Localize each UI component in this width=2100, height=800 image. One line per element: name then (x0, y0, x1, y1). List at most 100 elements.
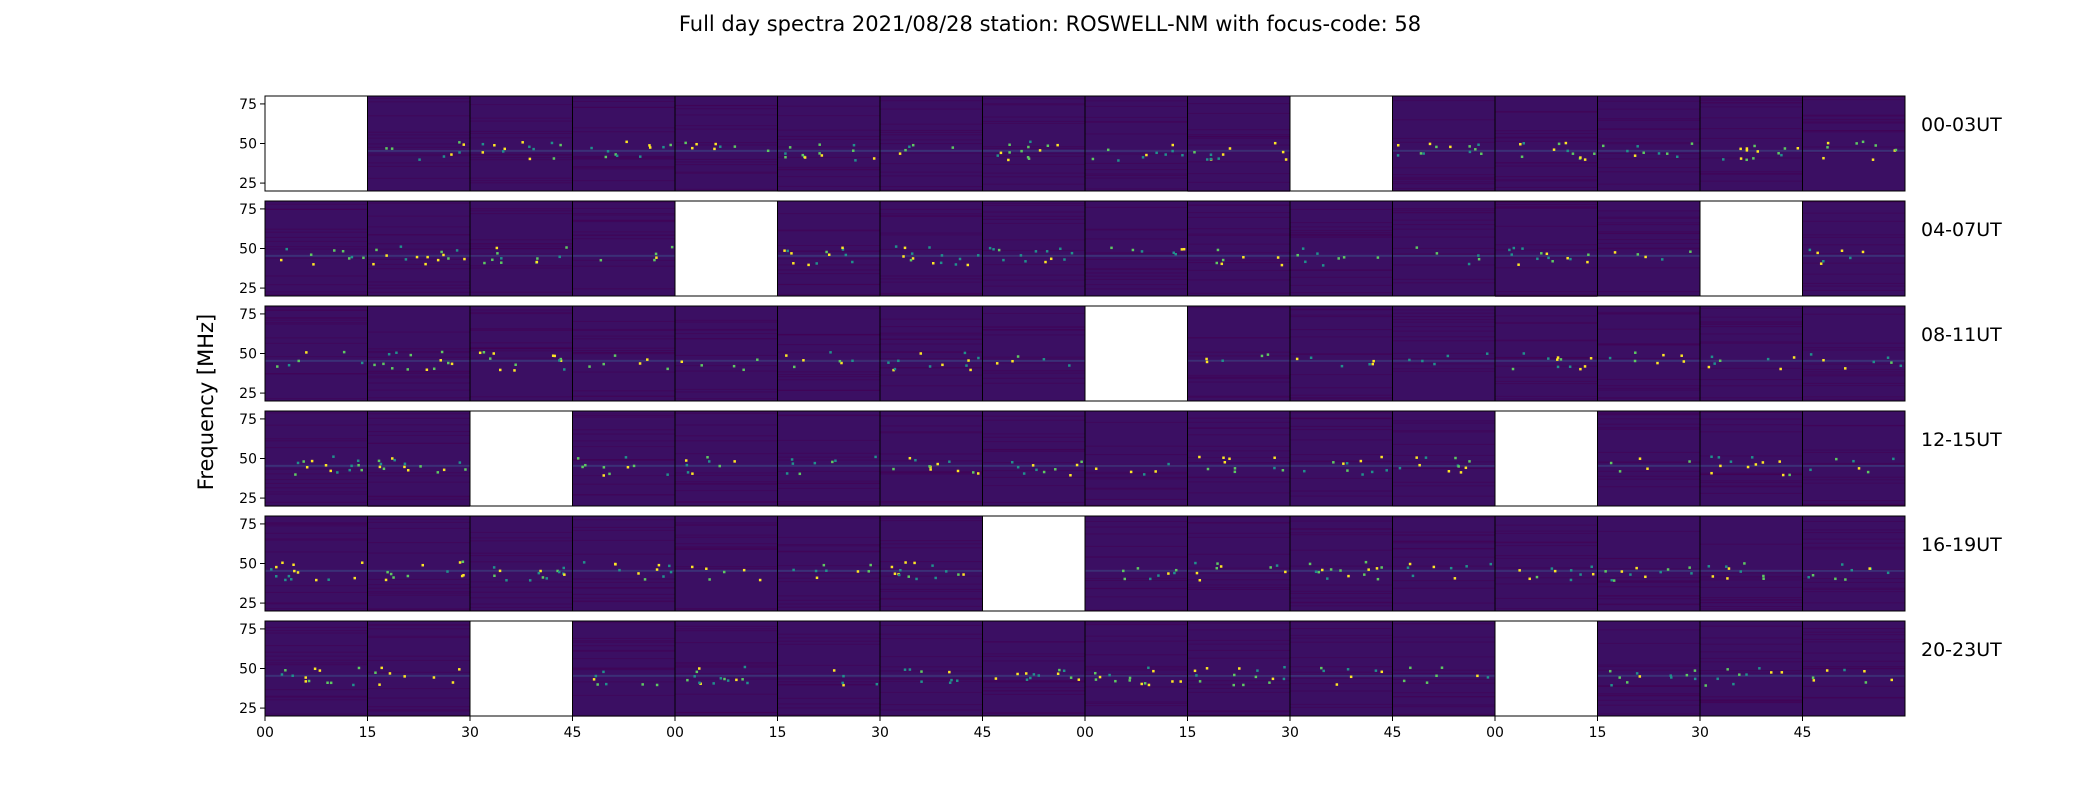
noise-band (470, 597, 573, 599)
noise-band (1597, 418, 1700, 420)
signal-speck (1269, 566, 1272, 569)
noise-band (1700, 492, 1803, 494)
noise-band (1700, 485, 1803, 487)
signal-speck (1625, 681, 1629, 684)
signal-speck (1063, 258, 1066, 261)
signal-speck (1618, 470, 1622, 473)
signal-speck (1778, 460, 1781, 463)
signal-speck (907, 575, 911, 578)
signal-speck (562, 566, 565, 570)
noise-band (880, 139, 983, 141)
row-time-label: 00-03UT (1921, 114, 2002, 136)
signal-speck (594, 674, 598, 678)
signal-band (1085, 569, 1188, 572)
signal-speck (1209, 153, 1213, 157)
noise-band (470, 540, 573, 542)
noise-band (1392, 422, 1495, 424)
signal-speck (1520, 155, 1524, 159)
noise-band (1187, 396, 1290, 398)
signal-speck (1221, 258, 1225, 262)
spectra-rows: 25507500-03UT25507504-07UT25507508-11UT2… (239, 95, 2002, 717)
noise-band (367, 413, 470, 415)
signal-speck (1636, 145, 1639, 148)
noise-band (1187, 252, 1290, 254)
noise-band (1085, 624, 1188, 626)
noise-band (1085, 116, 1188, 118)
noise-band (1700, 397, 1803, 399)
noise-band (265, 323, 368, 325)
noise-band (1495, 577, 1598, 579)
noise-band (1290, 284, 1393, 286)
y-tick-label: 50 (239, 242, 257, 258)
signal-speck (1535, 575, 1539, 579)
noise-band (1085, 100, 1188, 102)
y-tick-label: 25 (239, 701, 257, 717)
noise-band (1700, 472, 1803, 474)
signal-speck (1569, 257, 1572, 261)
signal-speck (1309, 356, 1313, 360)
noise-band (1187, 522, 1290, 524)
noise-band (1290, 226, 1393, 228)
signal-speck (899, 568, 902, 572)
signal-speck (1174, 252, 1177, 256)
noise-band (982, 222, 1085, 224)
noise-band (1187, 378, 1290, 380)
noise-band (1085, 545, 1188, 547)
signal-speck (841, 248, 845, 251)
noise-band (1392, 485, 1495, 487)
signal-speck (698, 667, 701, 670)
noise-band (367, 498, 470, 500)
noise-band (1392, 370, 1495, 372)
signal-speck (940, 254, 944, 257)
noise-band (367, 284, 470, 286)
signal-speck (1238, 667, 1241, 670)
noise-band (1392, 358, 1495, 360)
signal-speck (613, 354, 617, 357)
noise-band (1187, 259, 1290, 261)
noise-band (1802, 201, 1905, 203)
noise-band (1597, 216, 1700, 218)
noise-band (367, 481, 470, 483)
signal-speck (1844, 578, 1847, 581)
noise-band (1802, 307, 1905, 309)
signal-speck (1374, 669, 1378, 672)
signal-speck (1106, 148, 1110, 152)
panel-background (1187, 306, 1290, 401)
signal-speck (1435, 252, 1439, 255)
signal-speck (840, 361, 843, 365)
noise-band (1495, 162, 1598, 164)
noise-band (572, 352, 675, 354)
signal-speck (1464, 466, 1468, 470)
signal-speck (951, 146, 955, 149)
noise-band (1700, 117, 1803, 119)
signal-speck (1164, 153, 1167, 156)
noise-band (1700, 322, 1803, 324)
noise-band (1187, 462, 1290, 464)
spectrum-panel (674, 515, 778, 612)
noise-band (1085, 654, 1188, 656)
noise-band (675, 662, 778, 664)
noise-band (1495, 395, 1598, 397)
noise-band (572, 329, 675, 331)
noise-band (367, 659, 470, 661)
noise-band (470, 154, 573, 156)
noise-band (880, 163, 983, 165)
y-tick-label: 25 (239, 386, 257, 402)
noise-band (982, 653, 1085, 655)
signal-band (1495, 569, 1598, 572)
noise-band (1597, 598, 1700, 600)
signal-speck (894, 245, 898, 248)
noise-band (1392, 352, 1495, 354)
signal-speck (590, 146, 593, 150)
signal-speck (1129, 470, 1133, 474)
noise-band (1085, 686, 1188, 688)
noise-band (1290, 706, 1393, 708)
signal-speck (1194, 561, 1197, 565)
noise-band (265, 248, 368, 250)
noise-band (1597, 217, 1700, 219)
signal-speck (446, 570, 449, 573)
empty-panel (265, 96, 368, 191)
noise-band (1187, 643, 1290, 645)
noise-band (1392, 253, 1495, 255)
signal-speck (792, 262, 795, 265)
